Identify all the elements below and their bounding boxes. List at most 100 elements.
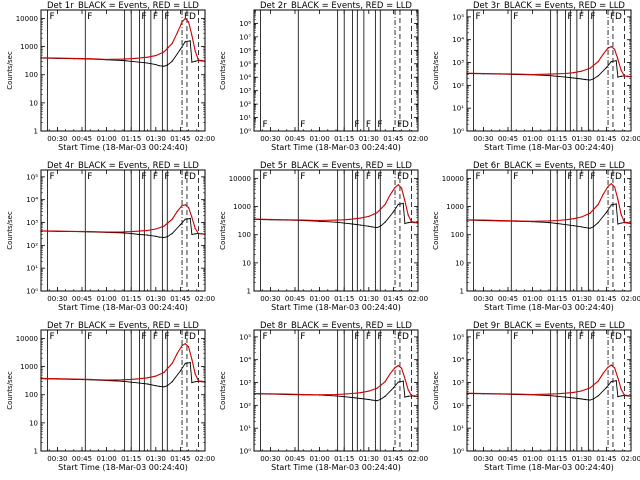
y-tick-label: 10³ [239,379,251,387]
x-tick-label: 01:00 [97,135,117,143]
lld-series-line-point [573,218,575,220]
flag-label: F [164,12,169,22]
y-axis-label: Counts/sec [219,371,227,410]
flag-label: F [263,172,268,182]
x-tick-label: 01:45 [596,455,616,463]
lld-series-line-point [106,231,108,233]
lld-series-line-point [597,60,599,63]
events-series-line-point [122,59,124,62]
events-series-line-point [597,221,599,224]
x-tick-label: 00:45 [285,295,305,303]
flag-label: F [366,172,371,182]
lld-series-line-point [620,388,622,390]
lld-series-line-point [597,203,599,205]
x-tick-label: 01:30 [359,295,379,303]
lld-series-line-point [401,187,403,189]
flag-label: F [579,12,584,22]
lld-series-line-point [515,393,517,395]
panel-5: Det 5r_BLACK = Events, RED = LLD Start Ti… [219,161,428,312]
x-tick-label: 00:30 [47,455,67,463]
panel-1: Det 1r_BLACK = Events, RED = LLD Start Ti… [6,1,215,152]
flag-label: F [141,12,146,22]
x-tick-label: 00:30 [473,455,493,463]
events-series-line-point [376,400,378,402]
events-series-line [253,202,419,229]
events-series-line-point [184,218,186,220]
events-series-line-point [392,387,394,389]
events-series-line-point [573,77,575,79]
y-axis-label: Counts/sec [432,211,440,250]
events-series-line-point [351,396,353,399]
events-series-line-point [343,396,345,398]
x-tick-label: 01:00 [310,455,330,463]
events-series-line-point [615,203,617,205]
lld-series-line-point [89,231,91,233]
x-tick-label: 01:30 [359,135,379,143]
events-series-line-point [184,41,186,43]
lld-series-line-point [564,219,567,221]
x-tick-label: 01:00 [97,295,117,303]
events-series-line-point [189,361,191,364]
x-tick-label: 02:00 [195,295,215,303]
x-tick-label: 02:00 [195,135,215,143]
x-tick-label: 00:30 [47,295,67,303]
lld-series-line-point [564,72,567,75]
lld-series-line-point [191,34,193,37]
flag-label: F [476,172,481,182]
y-tick-label: 10 [455,259,464,267]
lld-series-line-point [73,230,75,232]
events-series-line-point [597,395,599,397]
lld-series-line-point [581,390,583,392]
y-tick-label: 10⁴ [26,196,38,204]
lld-series-line-point [407,389,409,391]
flag-label: F [377,172,382,182]
flag-label: F [300,172,305,182]
flag-label: F [354,332,359,342]
flag-label: F [366,332,371,342]
flag-label: F [590,172,595,182]
events-series-line-point [194,233,196,235]
lld-series-line-point [556,73,558,75]
lld-series-line-point [194,50,196,52]
lld-series-line-point [163,371,165,374]
flag-label: D [189,12,196,22]
flag-label: D [615,172,622,182]
events-series-line-point [581,398,583,400]
events-series-line-point [122,380,124,382]
y-tick-label: 10⁵ [452,13,464,21]
lld-series-line-point [171,42,173,44]
lld-series-line-point [302,393,304,396]
lld-series-line-point [482,219,484,221]
x-tick-label: 01:15 [121,135,141,143]
flag-label: F [513,172,518,182]
lld-series-line-point [368,390,370,392]
y-tick-label: 10⁷ [239,33,251,41]
x-tick-label: 01:45 [170,455,190,463]
x-tick-label: 01:45 [383,455,403,463]
x-tick-label: 01:45 [383,295,403,303]
y-tick-label: 10² [452,82,464,90]
events-series-line-point [335,221,337,223]
lld-series-line-point [269,393,271,395]
y-tick-label: 10 [242,259,251,267]
flag-label: F [184,332,189,342]
x-tick-label: 02:00 [621,455,640,463]
events-series-line-point [171,60,173,62]
events-series-line-point [130,232,132,235]
lld-series-line-point [407,214,409,216]
flag-label: F [397,172,402,182]
x-tick-label: 00:30 [47,135,67,143]
flag-label: F [153,12,158,22]
y-tick-label: 10⁸ [239,20,251,28]
x-tick-label: 01:00 [310,135,330,143]
y-tick-label: 1000 [446,203,464,211]
lld-series-line-point [401,367,403,369]
x-tick-label: 00:30 [473,135,493,143]
y-axis-label: Counts/sec [6,371,14,410]
flag-label: F [263,332,268,342]
x-tick-label: 00:45 [498,295,518,303]
lld-series-line-point [499,393,501,395]
flag-label: F [513,12,518,22]
lld-series-line-point [414,395,416,397]
lld-series-line-point [614,48,616,50]
